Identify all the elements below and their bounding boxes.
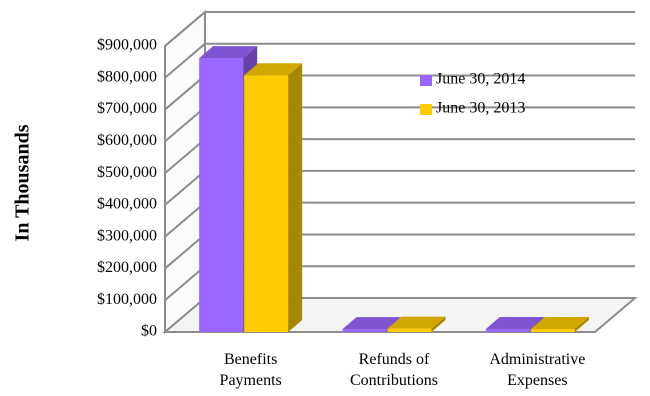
bar-top xyxy=(244,63,303,76)
bar-top xyxy=(342,317,401,330)
legend-label: June 30, 2014 xyxy=(436,71,525,88)
bar-side xyxy=(431,316,446,332)
bar xyxy=(530,316,589,332)
bar-front xyxy=(530,328,575,332)
y-tick-label: $900,000 xyxy=(97,37,157,54)
y-tick-label: $300,000 xyxy=(97,227,157,244)
bar xyxy=(387,316,446,332)
y-tick-label: $500,000 xyxy=(97,164,157,181)
y-axis-label: In Thousands xyxy=(12,124,34,241)
x-tick-label: Administrative Expenses xyxy=(489,351,585,389)
legend-label: June 30, 2013 xyxy=(436,100,525,117)
bar-front xyxy=(342,329,387,332)
bars xyxy=(199,46,589,332)
y-tick-label: $600,000 xyxy=(97,132,157,149)
x-axis-tick-labels: Benefits Payments Refunds of Contributions A… xyxy=(220,351,586,389)
bar-top xyxy=(199,46,258,59)
legend-swatch xyxy=(420,75,432,86)
y-tick-label: $200,000 xyxy=(97,259,157,276)
bar-front xyxy=(199,58,244,332)
bar-top xyxy=(485,316,544,329)
bar xyxy=(244,63,303,332)
x-tick-label: Refunds of Contributions xyxy=(350,351,438,389)
bar-side xyxy=(288,63,303,332)
y-axis-tick-labels: $0 $100,000 $200,000 $300,000 $400,000 $500,0… xyxy=(97,37,157,340)
bar-top xyxy=(530,316,589,329)
legend-swatch xyxy=(420,104,432,115)
bar-top xyxy=(387,316,446,329)
x-tick-label: Benefits Payments xyxy=(220,351,282,389)
y-tick-label: $0 xyxy=(141,323,157,340)
y-tick-label: $700,000 xyxy=(97,100,157,117)
y-tick-label: $800,000 xyxy=(97,68,157,85)
bar-front xyxy=(387,328,432,332)
legend: June 30, 2014 June 30, 2013 xyxy=(420,71,525,117)
gridline xyxy=(164,42,635,79)
bar-front xyxy=(485,328,530,332)
y-tick-label: $100,000 xyxy=(97,291,157,308)
bar-front xyxy=(244,75,289,332)
bar-side xyxy=(574,316,589,332)
y-tick-label: $400,000 xyxy=(97,196,157,213)
gridline xyxy=(164,11,635,47)
